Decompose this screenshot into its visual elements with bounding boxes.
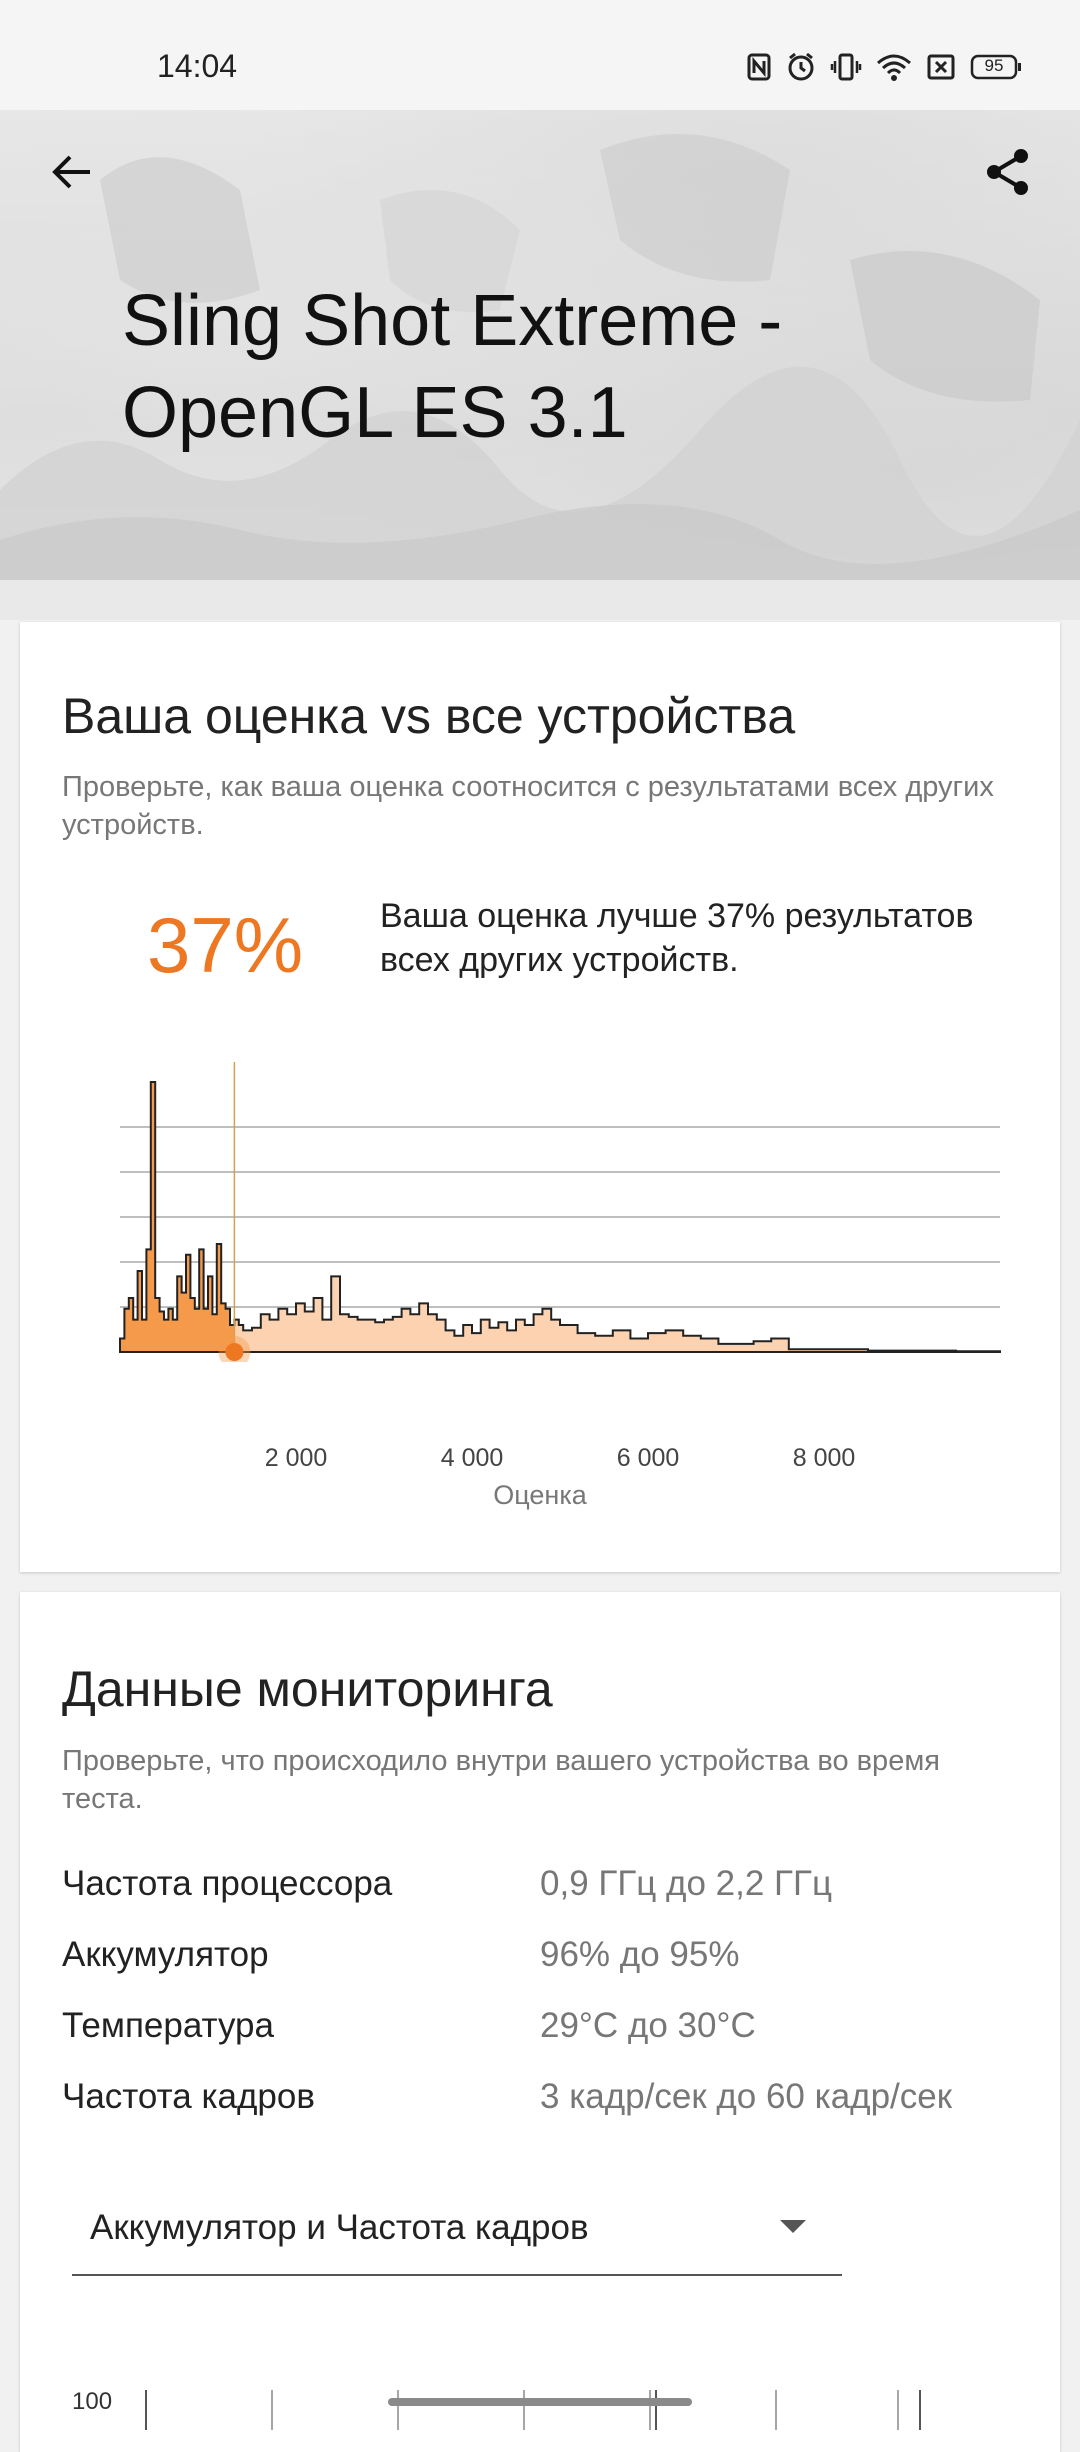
chart-metric-dropdown[interactable]: Аккумулятор и Частота кадров: [72, 2182, 842, 2276]
status-time: 14:04: [157, 48, 238, 84]
share-button[interactable]: [976, 140, 1040, 204]
sim-off-icon: [926, 52, 956, 87]
battery-icon: 95: [970, 53, 1022, 86]
row-value: 29°C до 30°C: [540, 2006, 756, 2045]
alarm-icon: [786, 52, 816, 87]
monitoring-subtitle: Проверьте, что происходило внутри вашего…: [62, 1745, 940, 1815]
row-label: Частота кадров: [62, 2077, 315, 2116]
y-axis-tick-label: 100: [72, 2388, 113, 2415]
score-distribution-chart: [119, 1062, 1001, 1362]
user-score-marker-dot: [225, 1343, 244, 1361]
status-icons: 95: [746, 52, 1022, 87]
monitoring-card: Данные мониторинга Проверьте, что происх…: [20, 1592, 1060, 2452]
dropdown-selected-value: Аккумулятор и Частота кадров: [90, 2208, 589, 2247]
status-bar: 14:04 95: [0, 0, 1080, 110]
row-label: Частота процессора: [62, 1864, 393, 1903]
vibrate-icon: [830, 52, 862, 87]
score-comparison-card: Ваша оценка vs все устройства Проверьте,…: [20, 622, 1060, 1572]
share-icon: [987, 149, 1028, 195]
monitoring-title: Данные мониторинга: [62, 1661, 553, 1717]
distribution-area-above-score: [234, 1276, 1000, 1352]
monitoring-chart: 100: [72, 2370, 1032, 2430]
distribution-outline: [119, 1081, 1001, 1353]
back-button[interactable]: [40, 140, 104, 204]
percentile-value: 37%: [147, 901, 304, 989]
distribution-area-below-score: [120, 1082, 235, 1352]
comparison-title: Ваша оценка vs все устройства: [62, 688, 796, 744]
battery-level: 95: [984, 56, 1004, 75]
gesture-nav-handle[interactable]: [388, 2398, 692, 2406]
x-axis-tick-label: 8 000: [792, 1444, 856, 1472]
row-value: 96% до 95%: [540, 1935, 740, 1974]
hero-background-image: [0, 134, 1080, 620]
row-label: Аккумулятор: [62, 1935, 269, 1974]
nfc-icon: [746, 52, 772, 87]
hero-header: Sling Shot Extreme - OpenGL ES 3.1: [0, 110, 1080, 620]
x-axis-tick-label: 2 000: [264, 1444, 328, 1472]
row-value: 0,9 ГГц до 2,2 ГГц: [540, 1864, 832, 1903]
row-label: Температура: [62, 2006, 274, 2045]
arrow-left-icon: [52, 155, 90, 189]
wifi-icon: [876, 52, 912, 87]
x-axis-tick-label: 6 000: [616, 1444, 680, 1472]
row-value: 3 кадр/сек до 60 кадр/сек: [540, 2077, 953, 2116]
chevron-down-icon: [780, 2220, 806, 2233]
x-axis-label: Оценка: [493, 1480, 587, 1510]
x-axis-tick-label: 4 000: [440, 1444, 504, 1472]
comparison-subtitle: Проверьте, как ваша оценка соотносится с…: [62, 771, 994, 841]
page-title: Sling Shot Extreme - OpenGL ES 3.1: [122, 281, 783, 453]
percentile-description: Ваша оценка лучше 37% результатов всех д…: [380, 897, 974, 979]
